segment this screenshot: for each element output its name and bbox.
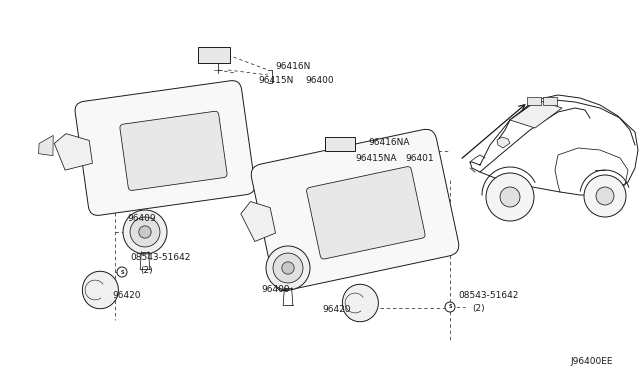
Polygon shape [510,100,562,128]
Text: 96420: 96420 [322,305,351,314]
Circle shape [123,210,167,254]
Bar [527,97,541,105]
Text: 08543-51642: 08543-51642 [130,253,190,263]
FancyBboxPatch shape [75,81,255,215]
Text: 96409: 96409 [261,285,290,295]
Circle shape [445,302,455,312]
Bar [325,137,355,151]
Polygon shape [83,271,118,309]
Circle shape [500,187,520,207]
Circle shape [273,253,303,283]
Circle shape [486,173,534,221]
Polygon shape [241,202,276,241]
FancyBboxPatch shape [307,167,425,259]
Polygon shape [497,137,510,148]
FancyBboxPatch shape [252,129,459,291]
Text: 96416N: 96416N [275,61,310,71]
Text: 96415NA: 96415NA [355,154,397,163]
Bar [543,97,557,105]
FancyBboxPatch shape [120,111,227,190]
Text: J96400EE: J96400EE [570,357,612,366]
Polygon shape [54,134,92,170]
Text: S: S [120,269,124,275]
Polygon shape [342,284,378,322]
Circle shape [130,217,160,247]
Circle shape [596,187,614,205]
Circle shape [266,246,310,290]
Circle shape [584,175,626,217]
Text: S: S [448,305,452,310]
Text: 96416NA: 96416NA [368,138,410,147]
Text: (2): (2) [140,266,152,275]
Bar [198,47,230,63]
Text: 96409: 96409 [127,214,156,222]
Text: 96401: 96401 [405,154,434,163]
Circle shape [117,267,127,277]
Circle shape [282,262,294,274]
Text: 96420: 96420 [112,292,141,301]
Text: 96415N: 96415N [258,76,293,84]
Text: 96400: 96400 [305,76,333,84]
Text: (2): (2) [472,304,484,312]
Circle shape [139,226,151,238]
Polygon shape [38,135,53,155]
Text: 08543-51642: 08543-51642 [458,291,518,299]
